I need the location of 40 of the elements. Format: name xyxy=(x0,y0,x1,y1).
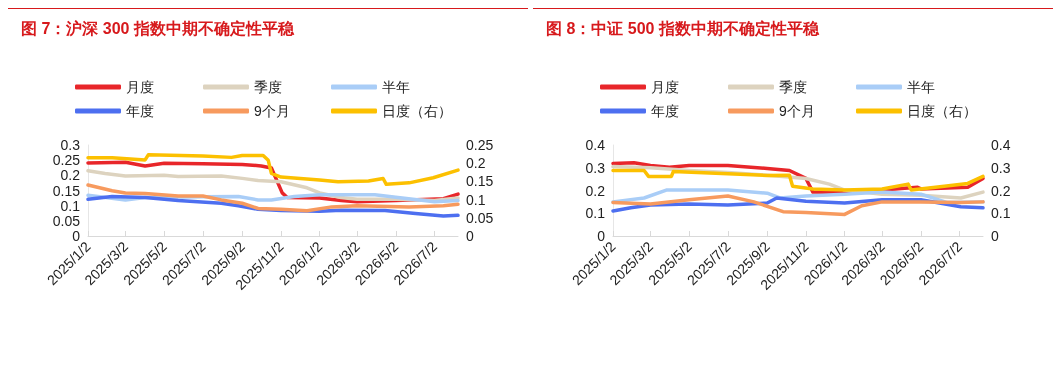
legend-label: 日度（右） xyxy=(382,103,452,119)
legend-label: 季度 xyxy=(779,79,807,95)
legend-label: 年度 xyxy=(651,103,679,119)
y-tick-label: 0.2 xyxy=(60,167,81,184)
line-series xyxy=(86,183,460,213)
y-tick-label: 0.1 xyxy=(585,205,606,222)
line-series xyxy=(611,168,985,192)
y-tick-label: 0.25 xyxy=(52,152,81,169)
y2-tick-label: 0.25 xyxy=(466,137,494,153)
legend-label: 半年 xyxy=(907,79,935,95)
y2-tick-label: 0.15 xyxy=(466,173,494,190)
legend-label: 年度 xyxy=(126,103,154,119)
legend-label: 月度 xyxy=(126,79,154,95)
legend-label: 半年 xyxy=(382,79,410,95)
legend-label: 月度 xyxy=(651,79,679,95)
y2-tick-label: 0.3 xyxy=(991,159,1011,176)
y-tick-label: 0.1 xyxy=(60,197,81,214)
y-tick-label: 0 xyxy=(72,228,81,244)
y2-tick-label: 0.4 xyxy=(991,137,1011,153)
y2-tick-label: 0.05 xyxy=(466,209,494,226)
y-tick-label: 0.15 xyxy=(52,182,81,199)
y-tick-label: 0.05 xyxy=(52,212,81,229)
y-tick-label: 0.3 xyxy=(585,159,606,176)
y2-tick-label: 0.1 xyxy=(466,191,486,208)
legend-label: 日度（右） xyxy=(907,103,977,119)
y2-tick-label: 0 xyxy=(466,228,474,244)
y-tick-label: 0 xyxy=(597,228,606,244)
y-tick-label: 0.2 xyxy=(585,182,606,199)
y2-tick-label: 0.2 xyxy=(466,155,486,172)
legend-label: 季度 xyxy=(254,79,282,95)
legend-label: 9个月 xyxy=(254,103,290,119)
line-series xyxy=(86,153,460,187)
legend-label: 9个月 xyxy=(779,103,815,119)
y2-tick-label: 0.2 xyxy=(991,182,1011,199)
y2-tick-label: 0.1 xyxy=(991,205,1011,222)
y2-tick-label: 0 xyxy=(991,228,999,244)
chart-title: 图 8：中证 500 指数中期不确定性平稳 xyxy=(546,19,820,37)
y-tick-label: 0.4 xyxy=(585,137,606,153)
y-tick-label: 0.3 xyxy=(60,137,81,153)
chart-title: 图 7：沪深 300 指数中期不确定性平稳 xyxy=(21,18,295,37)
